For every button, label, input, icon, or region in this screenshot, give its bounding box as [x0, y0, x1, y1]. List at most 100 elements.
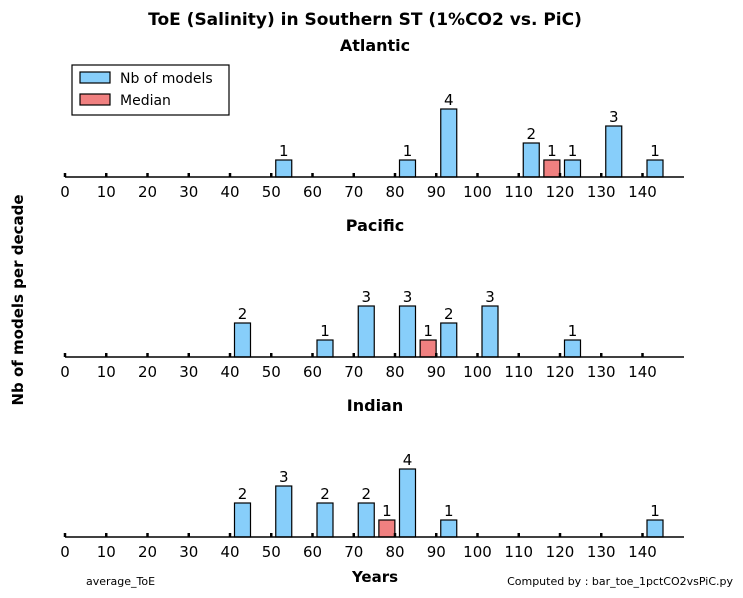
- bar-label-indian-50: 3: [279, 468, 289, 486]
- x-tick-label-atlantic-60: 60: [303, 183, 322, 201]
- footer-left: average_ToE: [86, 575, 155, 588]
- bar-pacific-40: [233, 322, 252, 358]
- x-tick-label-pacific-40: 40: [220, 363, 239, 381]
- x-tick-label-atlantic-110: 110: [504, 183, 533, 201]
- bar-atlantic-130: [605, 125, 623, 178]
- bar-label-indian-60: 2: [320, 485, 330, 503]
- bar-label-atlantic-90: 4: [444, 91, 454, 109]
- median-label-pacific-85: 1: [423, 322, 433, 340]
- x-tick-label-atlantic-80: 80: [385, 183, 404, 201]
- x-tick-label-indian-10: 10: [97, 543, 116, 561]
- bar-label-atlantic-110: 2: [526, 125, 536, 143]
- x-tick-label-pacific-10: 10: [97, 363, 116, 381]
- median-bar-indian-75: [378, 519, 396, 538]
- bar-label-indian-40: 2: [238, 485, 248, 503]
- bar-pacific-90: [440, 322, 458, 358]
- bar-label-pacific-40: 2: [238, 305, 248, 323]
- x-tick-label-indian-50: 50: [262, 543, 281, 561]
- bar-indian-60: [316, 502, 334, 538]
- x-tick-label-indian-80: 80: [385, 543, 404, 561]
- x-tick-label-pacific-80: 80: [385, 363, 404, 381]
- x-tick-label-indian-140: 140: [628, 543, 657, 561]
- bar-indian-140: [646, 519, 664, 538]
- x-tick-label-indian-110: 110: [504, 543, 533, 561]
- bar-indian-40: [233, 502, 252, 538]
- bar-pacific-100: [481, 305, 499, 358]
- bar-atlantic-140: [646, 159, 664, 178]
- x-tick-label-atlantic-100: 100: [463, 183, 492, 201]
- x-tick-label-pacific-50: 50: [262, 363, 281, 381]
- legend: Nb of models Median: [71, 64, 230, 116]
- panel-title-indian: Indian: [347, 396, 403, 415]
- x-tick-label-atlantic-120: 120: [546, 183, 575, 201]
- x-tick-label-indian-100: 100: [463, 543, 492, 561]
- x-tick-label-pacific-60: 60: [303, 363, 322, 381]
- x-tick-label-atlantic-20: 20: [138, 183, 157, 201]
- bar-label-indian-80: 4: [403, 451, 413, 469]
- x-tick-label-indian-60: 60: [303, 543, 322, 561]
- x-tick-label-pacific-110: 110: [504, 363, 533, 381]
- bar-pacific-120: [563, 339, 582, 358]
- bar-label-atlantic-140: 1: [650, 142, 660, 160]
- bar-label-pacific-90: 2: [444, 305, 454, 323]
- x-tick-label-indian-30: 30: [179, 543, 198, 561]
- bar-indian-90: [440, 519, 458, 538]
- x-tick-label-atlantic-40: 40: [220, 183, 239, 201]
- x-tick-label-atlantic-0: 0: [60, 183, 70, 201]
- x-tick-label-atlantic-70: 70: [344, 183, 363, 201]
- x-tick-label-indian-70: 70: [344, 543, 363, 561]
- bar-indian-70: [357, 502, 375, 538]
- x-tick-label-indian-130: 130: [587, 543, 616, 561]
- y-axis-label: Nb of models per decade: [9, 194, 27, 405]
- bar-pacific-60: [316, 339, 334, 358]
- x-tick-label-pacific-0: 0: [60, 363, 70, 381]
- bar-label-pacific-100: 3: [485, 288, 495, 306]
- x-tick-label-pacific-20: 20: [138, 363, 157, 381]
- bar-label-indian-140: 1: [650, 502, 660, 520]
- bar-atlantic-80: [398, 159, 417, 178]
- bar-pacific-80: [398, 305, 417, 358]
- x-tick-label-atlantic-140: 140: [628, 183, 657, 201]
- median-label-atlantic-115: 1: [547, 142, 557, 160]
- bar-label-atlantic-120: 1: [568, 142, 578, 160]
- bar-label-pacific-60: 1: [320, 322, 330, 340]
- panel-title-atlantic: Atlantic: [340, 36, 410, 55]
- bar-atlantic-90: [440, 108, 458, 178]
- x-tick-label-atlantic-90: 90: [427, 183, 446, 201]
- bar-atlantic-110: [522, 142, 540, 178]
- x-tick-label-pacific-140: 140: [628, 363, 657, 381]
- x-axis-label: Years: [351, 568, 398, 586]
- bar-label-pacific-70: 3: [361, 288, 371, 306]
- bar-label-atlantic-130: 3: [609, 108, 619, 126]
- x-tick-label-indian-120: 120: [546, 543, 575, 561]
- panel-title-pacific: Pacific: [346, 216, 404, 235]
- chart-title: ToE (Salinity) in Southern ST (1%CO2 vs.…: [148, 10, 582, 30]
- bar-pacific-70: [357, 305, 375, 358]
- bar-label-atlantic-50: 1: [279, 142, 289, 160]
- footer-right: Computed by : bar_toe_1pctCO2vsPiC.py: [507, 575, 733, 588]
- legend-swatch-nb-of-models: [79, 71, 111, 84]
- x-tick-label-atlantic-130: 130: [587, 183, 616, 201]
- bar-label-atlantic-80: 1: [403, 142, 413, 160]
- bar-indian-50: [275, 485, 293, 538]
- legend-swatch-median: [79, 93, 111, 106]
- x-tick-label-pacific-30: 30: [179, 363, 198, 381]
- x-tick-label-pacific-100: 100: [463, 363, 492, 381]
- median-bar-atlantic-115: [543, 159, 561, 178]
- x-tick-label-atlantic-30: 30: [179, 183, 198, 201]
- x-tick-label-indian-90: 90: [427, 543, 446, 561]
- bar-label-pacific-120: 1: [568, 322, 578, 340]
- bar-label-pacific-80: 3: [403, 288, 413, 306]
- bar-atlantic-120: [563, 159, 582, 178]
- x-tick-label-pacific-130: 130: [587, 363, 616, 381]
- bar-label-indian-70: 2: [361, 485, 371, 503]
- x-tick-label-atlantic-50: 50: [262, 183, 281, 201]
- median-bar-pacific-85: [419, 339, 437, 358]
- x-tick-label-pacific-90: 90: [427, 363, 446, 381]
- bar-indian-80: [398, 468, 417, 538]
- x-tick-label-pacific-120: 120: [546, 363, 575, 381]
